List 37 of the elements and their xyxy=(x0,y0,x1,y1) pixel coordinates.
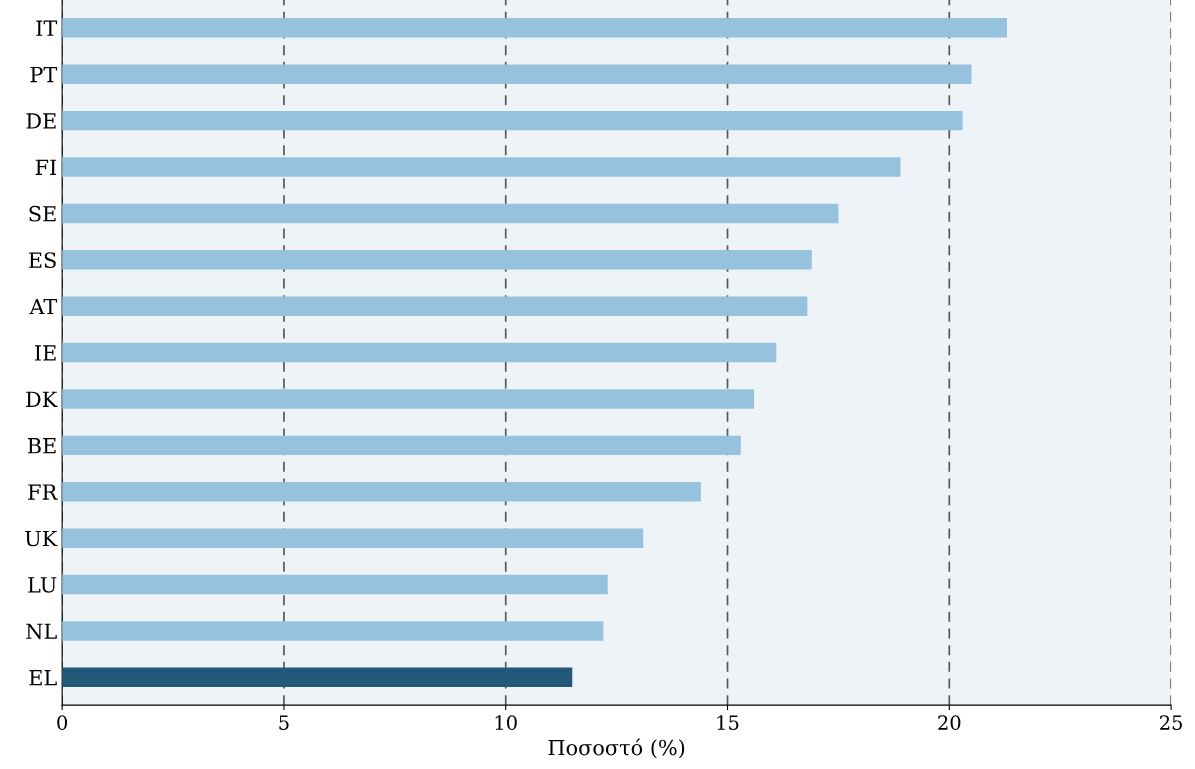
bar xyxy=(62,389,755,409)
y-tick-label: IT xyxy=(36,20,58,36)
y-tick-label: FI xyxy=(35,159,57,175)
bar xyxy=(62,528,644,548)
y-tick-label: LU xyxy=(28,577,57,593)
bar xyxy=(62,342,777,363)
bar xyxy=(62,574,608,595)
y-tick-label: FR xyxy=(28,484,58,500)
y-tick-label: IE xyxy=(34,345,56,361)
y-tick-label: DE xyxy=(26,113,56,129)
x-tick-label: 5 xyxy=(279,715,289,730)
bar xyxy=(62,157,901,177)
bar xyxy=(62,110,963,131)
x-tick-label: 25 xyxy=(1160,715,1182,730)
x-tick-label: 0 xyxy=(57,715,68,730)
bar xyxy=(62,296,808,316)
y-tick-label: NL xyxy=(26,623,57,640)
bar xyxy=(62,667,573,688)
y-tick-label: PT xyxy=(30,66,58,83)
bar xyxy=(62,64,972,84)
x-tick-label: 20 xyxy=(938,715,961,730)
y-tick-label: SE xyxy=(29,205,56,222)
y-tick-label: AT xyxy=(29,298,58,315)
y-tick-label: UK xyxy=(25,530,58,547)
bar xyxy=(62,482,701,502)
bar xyxy=(62,250,812,270)
bar xyxy=(62,18,1007,38)
x-tick-label: 15 xyxy=(717,715,739,730)
y-tick-label: BE xyxy=(27,438,56,454)
bar xyxy=(62,203,839,224)
bar xyxy=(62,435,741,456)
y-tick-label: ES xyxy=(28,252,56,269)
bar xyxy=(62,621,604,641)
y-tick-label: DK xyxy=(26,391,58,407)
x-axis-title: Ποσοστό (%) xyxy=(548,738,685,759)
x-tick-label: 10 xyxy=(495,715,517,730)
y-tick-label: EL xyxy=(29,670,57,686)
